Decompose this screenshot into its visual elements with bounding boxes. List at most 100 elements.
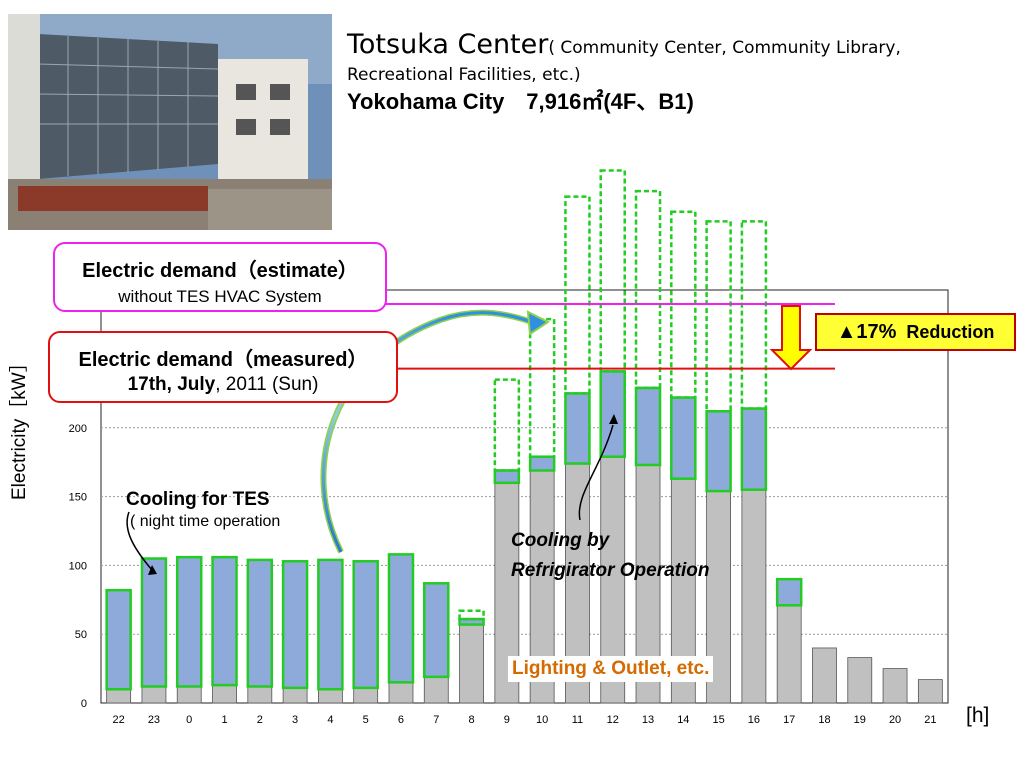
reduction-pct: ▲17% bbox=[836, 320, 897, 343]
measured-date-bold: 17th, July bbox=[127, 374, 216, 395]
x-tick-label: 20 bbox=[889, 714, 901, 726]
cooling-ref-line1: Cooling by bbox=[511, 530, 610, 551]
base-bar bbox=[882, 668, 908, 704]
base-bar bbox=[247, 686, 273, 704]
ref-pointer-line bbox=[578, 424, 614, 521]
x-tick-label: 1 bbox=[221, 714, 227, 726]
page-title: Totsuka Center bbox=[347, 29, 549, 60]
y-tick-label: 100 bbox=[69, 560, 87, 572]
cooling-bar bbox=[670, 396, 697, 480]
x-tick-label: 5 bbox=[363, 714, 369, 726]
cooling-bar bbox=[105, 588, 132, 691]
x-tick-label: 10 bbox=[536, 714, 548, 726]
reduction-arrow bbox=[769, 305, 813, 371]
base-bar bbox=[141, 686, 167, 704]
base-bar bbox=[388, 681, 414, 704]
x-tick-label: 2 bbox=[257, 714, 263, 726]
x-tick-label: 22 bbox=[113, 714, 125, 726]
x-tick-label: 21 bbox=[924, 714, 936, 726]
estimate-callout: Electric demand（estimate） without TES HV… bbox=[53, 242, 387, 312]
estimate-bar bbox=[564, 195, 591, 395]
x-tick-labels: 22 23 0 1 2 3 4 5 6 7 8 9 10 11 12 13 14 15 16 17 18 19 20 21 bbox=[113, 714, 937, 726]
reduction-badge: ▲17% Reduction bbox=[815, 313, 1016, 351]
cooling-bar bbox=[775, 577, 803, 607]
x-tick-label: 11 bbox=[572, 714, 583, 726]
base-bar bbox=[459, 624, 484, 704]
x-tick-label: 15 bbox=[712, 714, 724, 726]
base-bar bbox=[847, 657, 873, 704]
x-tick-label: 19 bbox=[854, 714, 866, 726]
cooling-bar bbox=[317, 558, 344, 691]
estimate-bar bbox=[493, 378, 521, 472]
estimate-bar bbox=[634, 189, 662, 390]
y-tick-label: 50 bbox=[75, 629, 87, 641]
location-line: Yokohama City 7,916㎡(4F、B1) bbox=[347, 89, 694, 114]
base-bar bbox=[917, 679, 943, 704]
cooling-ref-label: Cooling by Refrigirator Operation bbox=[511, 526, 709, 586]
y-tick-label: 200 bbox=[69, 423, 87, 435]
x-tick-label: 9 bbox=[504, 714, 510, 726]
measured-callout: Electric demand（measured） 17th, July, 20… bbox=[48, 331, 398, 403]
base-bar bbox=[353, 687, 379, 704]
measured-title: Electric demand（measured） bbox=[78, 349, 368, 371]
estimate-title: Electric demand（estimate） bbox=[82, 260, 358, 282]
base-bar bbox=[212, 684, 237, 704]
title-suffix: ( Community Center, Community Library, bbox=[548, 38, 901, 58]
x-tick-label: 7 bbox=[433, 714, 439, 726]
ref-pointer-head bbox=[609, 414, 618, 424]
x-tick-label: 8 bbox=[469, 714, 475, 726]
cooling-bar bbox=[493, 469, 521, 485]
x-tick-label: 14 bbox=[677, 714, 689, 726]
base-bar bbox=[317, 688, 343, 704]
base-bar bbox=[812, 647, 837, 704]
cooling-bar bbox=[140, 557, 168, 688]
x-axis-unit: [h] bbox=[966, 704, 990, 727]
cooling-bar bbox=[740, 407, 768, 491]
tes-pointer-line bbox=[126, 511, 153, 571]
measured-date-rest: , 2011 (Sun) bbox=[215, 374, 319, 395]
estimate-bar bbox=[705, 220, 732, 413]
estimate-subtitle: without TES HVAC System bbox=[118, 287, 322, 306]
cooling-bar bbox=[634, 386, 662, 467]
x-tick-label: 23 bbox=[148, 714, 160, 726]
y-tick-label: 150 bbox=[69, 492, 87, 504]
cooling-bar bbox=[599, 370, 626, 458]
estimate-bar bbox=[599, 169, 626, 373]
x-tick-label: 18 bbox=[818, 714, 830, 726]
title-block: Totsuka Center( Community Center, Commun… bbox=[347, 26, 1007, 117]
x-tick-label: 17 bbox=[783, 714, 795, 726]
base-bar bbox=[106, 688, 132, 704]
x-tick-label: 0 bbox=[186, 714, 192, 726]
cooling-bar bbox=[246, 558, 274, 688]
cooling-bar bbox=[528, 455, 556, 472]
base-bar bbox=[282, 687, 308, 704]
cooling-bar bbox=[423, 582, 450, 679]
cooling-bar bbox=[705, 410, 732, 493]
y-tick-label: 0 bbox=[81, 698, 87, 710]
shift-arrowhead bbox=[526, 310, 550, 336]
x-tick-label: 12 bbox=[607, 714, 619, 726]
building-photo bbox=[8, 14, 332, 230]
cooling-bar bbox=[175, 555, 203, 688]
cooling-bar bbox=[281, 560, 309, 690]
cooling-bar bbox=[352, 560, 379, 690]
base-bar bbox=[176, 686, 202, 704]
base-bar bbox=[741, 489, 767, 704]
tes-pointer-head bbox=[148, 565, 157, 575]
cooling-tes-label: Cooling for TES bbox=[126, 489, 270, 510]
title-line2: Recreational Facilities, etc.) bbox=[347, 65, 581, 85]
x-tick-label: 3 bbox=[292, 714, 298, 726]
base-bar bbox=[423, 676, 449, 704]
cooling-bar bbox=[211, 555, 238, 687]
x-tick-label: 16 bbox=[748, 714, 760, 726]
cooling-ref-line2: Refrigirator Operation bbox=[511, 560, 710, 581]
cooling-bar bbox=[564, 392, 591, 465]
x-tick-label: 13 bbox=[642, 714, 654, 726]
y-tick-labels: 0 50 100 150 200 bbox=[69, 423, 87, 710]
base-bar bbox=[776, 604, 802, 704]
lighting-label: Lighting & Outlet, etc. bbox=[508, 656, 714, 682]
x-tick-label: 6 bbox=[398, 714, 404, 726]
cooling-tes-sublabel: ( night time operation bbox=[130, 513, 281, 530]
cooling-bar bbox=[387, 553, 415, 684]
x-tick-label: 4 bbox=[327, 714, 333, 726]
